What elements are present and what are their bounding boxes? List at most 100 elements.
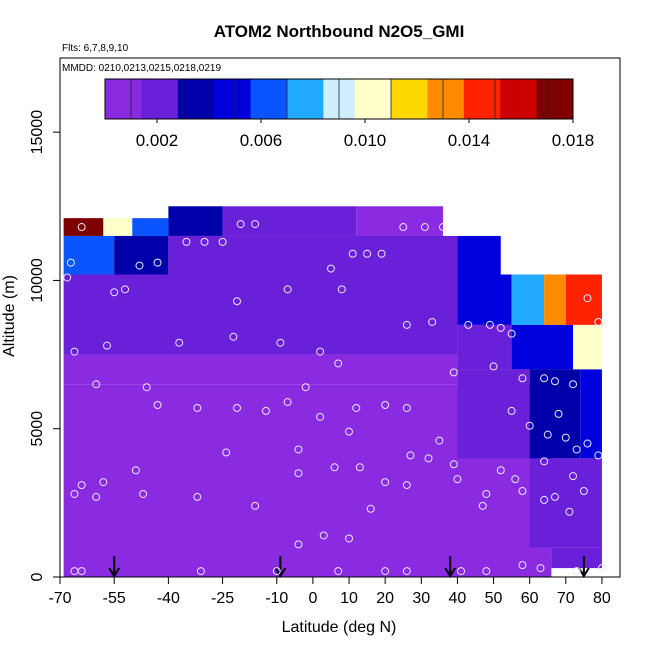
colorbar-swatch [292,79,298,119]
field-cell [103,218,133,236]
colorbar-swatch [547,79,553,119]
profile-marker-arrow [444,556,457,578]
sample-point [406,451,415,460]
colorbar-swatch [505,79,512,119]
colorbar-swatch [167,79,174,119]
field-cell [457,324,512,370]
sample-point [316,347,325,356]
sample-point [348,249,357,258]
sample-point [438,223,447,232]
x-tick-label: 70 [557,590,575,607]
colorbar-swatch [333,79,340,119]
colorbar-swatch [245,79,252,119]
colorbar-swatch [401,79,408,119]
colorbar-swatch [313,79,319,119]
field-cell [132,218,169,236]
colorbar-swatch [235,79,241,119]
y-axis-label: Altitude (m) [1,275,18,357]
sample-point [102,341,111,350]
sample-point [420,223,429,232]
sample-point [92,380,101,389]
x-tick-label: -70 [48,590,71,607]
colorbar-swatch [417,79,423,119]
sample-point [330,463,339,472]
sample-point [301,383,310,392]
colorbar-swatch [141,79,148,119]
colorbar-swatch [541,79,548,119]
sample-point [569,380,578,389]
colorbar-swatch [157,79,163,119]
sample-point [92,492,101,501]
colorbar-swatch [489,79,496,119]
sample-point [489,362,498,371]
chart-title: ATOM2 Northbound N2O5_GMI [214,22,465,41]
sample-point [193,492,202,501]
sample-point [233,297,242,306]
colorbar-swatch [250,79,257,119]
colorbar-swatch [484,79,491,119]
colorbar-swatch [240,79,246,119]
colorbar-swatch [344,79,350,119]
sample-point [381,400,390,409]
sample-point [222,448,231,457]
sample-point [121,285,130,294]
sample-point [457,567,466,576]
sample-point [110,288,119,297]
colorbar-swatch [422,79,428,119]
sample-point [511,475,520,484]
colorbar-swatch [432,79,439,119]
y-tick-label: 0 [29,572,46,581]
sample-point [540,374,549,383]
colorbar-swatch [562,79,569,119]
colorbar-swatch [255,79,262,119]
colorbar-swatch [349,79,356,119]
sample-point [402,403,411,412]
colorbar-swatch [151,79,158,119]
sample-point [233,403,242,412]
sample-point [99,478,108,487]
colorbar-swatch [198,79,205,119]
colorbar-swatch [146,79,153,119]
x-tick-label: 40 [449,590,467,607]
field-cell [63,354,458,385]
profile-markers [108,556,590,578]
sample-point [572,567,581,576]
sample-point [135,261,144,270]
colorbar-tick-label: 0.014 [448,131,491,150]
field-cell [529,458,602,548]
sample-point [139,489,148,498]
sample-point [77,567,86,576]
sample-point [482,567,491,576]
sample-point [131,466,140,475]
colorbar-swatch [500,79,506,119]
sample-point [153,258,162,267]
sample-point [518,486,527,495]
sample-point [175,338,184,347]
colorbar-swatch [567,79,574,119]
y-tick-label: 15000 [29,110,46,155]
colorbar-swatch [474,79,480,119]
colorbar-swatch [276,79,283,119]
field-cell [63,218,104,236]
colorbar-frame [104,78,574,120]
field-cell [457,274,512,325]
colorbar: 0.002 0.006 0.010 0.014 0.018 [104,78,594,150]
colorbar-swatch [328,79,335,119]
colorbar-swatch [458,79,465,119]
sample-point [507,329,516,338]
sample-point [70,347,79,356]
sample-point [334,359,343,368]
sample-point [77,223,86,232]
flights-label: Flts: 6,7,8,9,10 [62,43,129,54]
field-cell [511,274,545,325]
x-tick-label: -40 [157,590,180,607]
colorbar-swatch [385,79,392,119]
sample-point [435,436,444,445]
sample-point [345,427,354,436]
colorbar-swatch [531,79,538,119]
colorbar-swatch [406,79,413,119]
sample-point [485,320,494,329]
sample-point [294,445,303,454]
sample-point [261,406,270,415]
sample-point [478,501,487,510]
